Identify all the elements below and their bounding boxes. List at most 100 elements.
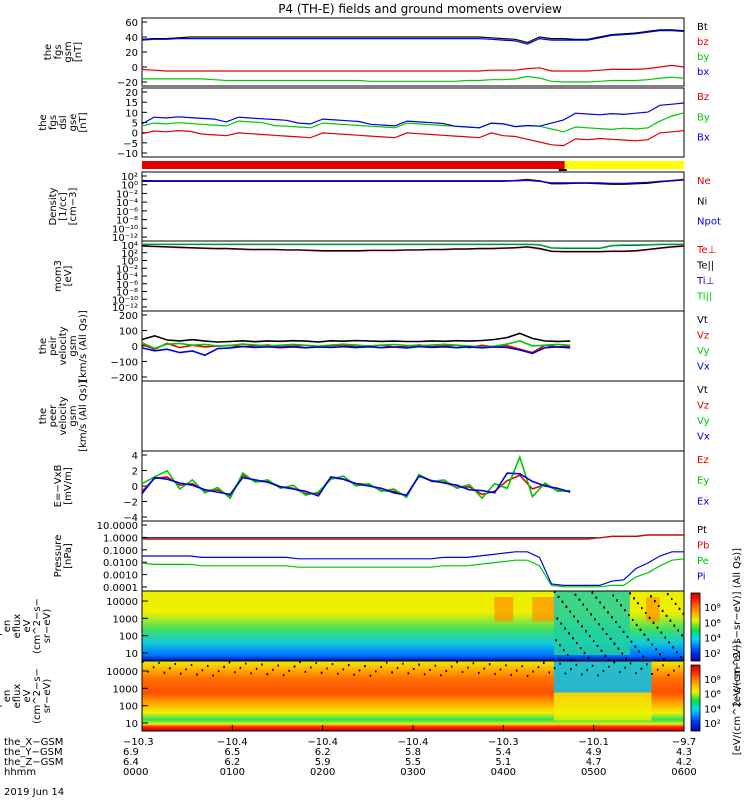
date-label: 2019 Jun 14 bbox=[4, 787, 64, 798]
ytick-label: 10⁻² bbox=[116, 189, 138, 200]
xaxis-row-label: the_Z−GSM bbox=[4, 757, 63, 768]
ylabel-line: gsm bbox=[63, 41, 74, 62]
ytick-label: 10.0000 bbox=[97, 521, 138, 532]
spectrogram-speck bbox=[413, 668, 415, 670]
series-line-pi bbox=[142, 551, 684, 587]
spectrogram-speck bbox=[282, 674, 285, 677]
ytick-label: 10⁰ bbox=[121, 257, 138, 268]
colorbar-tick-label: 10⁶ bbox=[704, 690, 721, 701]
spectrogram-speck bbox=[423, 673, 426, 676]
spectrogram-speck bbox=[629, 662, 632, 665]
spectrogram-speck bbox=[568, 632, 570, 635]
spectrogram-speck bbox=[402, 662, 404, 665]
spectrogram-speck bbox=[556, 617, 559, 620]
ylabel-line: the bbox=[38, 338, 49, 354]
xaxis-tick-label: 6.9 bbox=[123, 747, 139, 758]
spectrogram-speck bbox=[618, 626, 621, 628]
ylabel-line: [km/s (All Qs)] bbox=[78, 380, 89, 452]
ylabel: the fgs gsm [nT] bbox=[43, 41, 84, 62]
spectrogram-speck bbox=[592, 640, 595, 642]
colorbar-label-text: [eV/(cm^2−s−sr−eV)] bbox=[732, 641, 743, 756]
spectrogram-speck bbox=[624, 609, 626, 612]
series-line-pb bbox=[142, 534, 684, 540]
spectrogram-speck bbox=[207, 664, 209, 667]
spectrogram-speck bbox=[196, 673, 198, 676]
xaxis-tick-label: 0600 bbox=[671, 767, 696, 778]
ytick-label: 10 bbox=[125, 649, 138, 660]
legend-label: Pb bbox=[697, 541, 709, 552]
spectrogram-speck bbox=[628, 614, 630, 617]
legend-label: Ni bbox=[697, 196, 707, 207]
panel-6: the peer velocity gsm [km/s (All Qs)] Vt Vz Vy V… bbox=[38, 380, 710, 452]
ytick-label: 0.1000 bbox=[103, 546, 138, 557]
ytick-label: 20 bbox=[125, 88, 138, 99]
spectrogram-speck bbox=[673, 669, 675, 672]
colorbar-tick-label: 10² bbox=[704, 719, 721, 730]
spectrogram-speck bbox=[429, 668, 431, 671]
spectrogram-speck bbox=[581, 673, 583, 676]
spectrogram-speck bbox=[597, 674, 599, 677]
colorbar-tick-label: 10² bbox=[704, 649, 721, 660]
ylabel-line: [nPa] bbox=[63, 543, 74, 569]
xaxis-tick-label: 5.1 bbox=[495, 757, 511, 768]
spectrogram-speck bbox=[255, 667, 258, 670]
legend-label: Vx bbox=[697, 432, 710, 443]
spectrogram-hotspot bbox=[494, 597, 514, 622]
spectrogram-speck bbox=[244, 662, 247, 665]
ylabel-line: en bbox=[2, 690, 13, 703]
spectrogram-speck bbox=[250, 672, 252, 675]
series-line-npot bbox=[142, 179, 685, 184]
ylabel-line: sr−eV) bbox=[42, 679, 53, 714]
legend-label: Vy bbox=[697, 416, 710, 427]
spectrogram-speck bbox=[622, 630, 625, 633]
xaxis-tick-label: −9.7 bbox=[672, 737, 696, 748]
spectrogram-speck bbox=[638, 650, 640, 653]
spectrogram-speck bbox=[326, 667, 328, 670]
ylabel-line: [mV/m] bbox=[63, 467, 74, 505]
ylabel-line: eV bbox=[22, 619, 33, 632]
ylabel-line: gsm bbox=[68, 405, 79, 426]
spectrogram-speck bbox=[570, 668, 572, 671]
xaxis-row-label: hhmm bbox=[4, 767, 36, 778]
legend-label: Ex bbox=[697, 496, 709, 507]
ylabel: the fgs dsl gse [nT] bbox=[38, 112, 89, 132]
legend-label: Bt bbox=[697, 22, 708, 33]
ytick-label: 10⁻¹⁰ bbox=[112, 224, 138, 235]
ylabel-line: [eV] bbox=[63, 266, 74, 287]
panel-10: 10000 1000 100 10 thepeerenefluxeV(cm^2−s−sr… bbox=[0, 660, 685, 732]
ylabel-line: peir bbox=[0, 615, 3, 635]
spectrogram-speck bbox=[266, 673, 269, 676]
xaxis-tick-label: −10.3 bbox=[488, 737, 519, 748]
spectrogram-speck bbox=[560, 622, 562, 625]
legend-label: Vt bbox=[697, 315, 708, 326]
xaxis-tick-label: 5.8 bbox=[405, 747, 421, 758]
spectrogram-speck bbox=[605, 633, 608, 635]
series-line-vt bbox=[141, 332, 571, 343]
xaxis-tick-label: 0200 bbox=[310, 767, 335, 778]
spectrogram-speck bbox=[569, 610, 572, 613]
legend-label: Ez bbox=[697, 455, 709, 466]
spectrogram-speck bbox=[585, 630, 587, 633]
colorbar-label: [eV/(cm^2−s−sr−eV)] bbox=[732, 641, 743, 756]
spectrogram-speck bbox=[677, 629, 679, 632]
spectrogram-speck bbox=[673, 624, 676, 627]
ylabel-line: E=−VxB bbox=[53, 465, 64, 508]
legend-label: Ti|| bbox=[696, 292, 712, 303]
colorbar-ion bbox=[690, 592, 701, 662]
spectrogram-speck bbox=[320, 671, 323, 674]
spectrogram-speck bbox=[667, 674, 670, 677]
spectrogram-speck bbox=[142, 661, 144, 663]
spectrogram-speck bbox=[643, 633, 646, 636]
ylabel-line: (cm^2−s− bbox=[32, 668, 43, 724]
ylabel-line: mom3 bbox=[53, 260, 64, 292]
xaxis-tick-label: 5.4 bbox=[495, 747, 511, 758]
ylabel: Pressure [nPa] bbox=[53, 535, 74, 578]
spectrogram-speck bbox=[510, 673, 513, 676]
xaxis-tick-label: 5.5 bbox=[405, 757, 421, 768]
colorbar-tick-label: 10⁶ bbox=[704, 618, 721, 629]
spectrogram-speck bbox=[559, 662, 561, 665]
xaxis-tick-label: 6.5 bbox=[224, 747, 240, 758]
legend-label: Te⊥ bbox=[696, 245, 716, 256]
